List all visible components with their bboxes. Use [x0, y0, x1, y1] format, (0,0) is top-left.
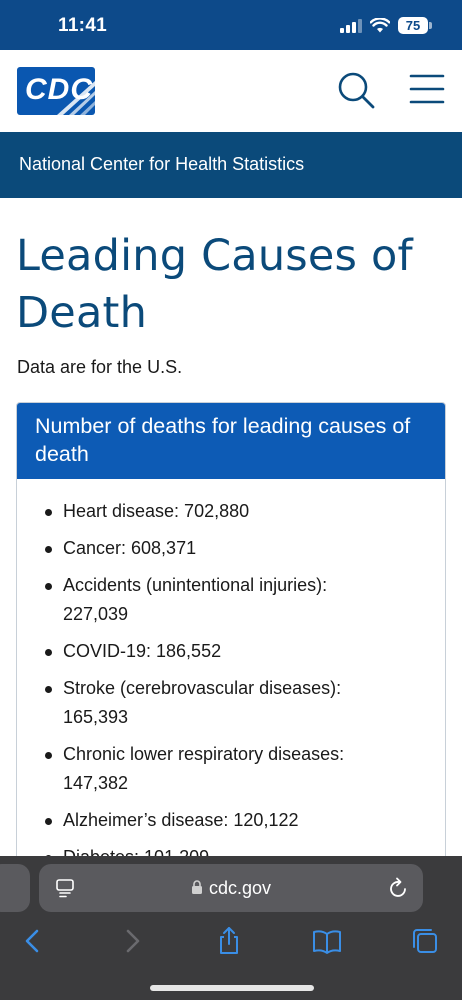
deaths-card: Number of deaths for leading causes of d…: [16, 402, 446, 872]
intro-text: Data are for the U.S.: [17, 357, 183, 377]
browser-toolbar: cdc.gov: [0, 856, 462, 1000]
share-icon[interactable]: [214, 926, 244, 956]
search-icon[interactable]: [336, 70, 376, 110]
status-indicators: 75: [340, 17, 432, 34]
card-title: Number of deaths for leading causes of d…: [35, 414, 411, 466]
bookmarks-icon[interactable]: [312, 926, 342, 956]
status-bar: 11:41 75: [0, 0, 462, 50]
nchs-title[interactable]: National Center for Health Statistics: [19, 154, 305, 174]
logo-text: CDC: [25, 73, 93, 106]
page-title: Leading Causes of Death: [16, 231, 413, 338]
cellular-icon: [340, 18, 362, 33]
list-item: Cancer: 608,371: [45, 534, 385, 563]
home-indicator[interactable]: [150, 985, 314, 991]
list-item: Accidents (unintentional injuries): 227,…: [45, 571, 385, 629]
back-icon[interactable]: [18, 926, 48, 956]
battery-icon: 75: [398, 17, 432, 34]
status-time: 11:41: [58, 15, 108, 36]
url-text: cdc.gov: [208, 878, 272, 898]
tabs-icon[interactable]: [410, 926, 440, 956]
reload-icon[interactable]: [389, 877, 409, 899]
reader-icon[interactable]: [55, 878, 75, 898]
nchs-banner[interactable]: National Center for Health Statistics: [0, 132, 462, 198]
previous-tab-preview[interactable]: [0, 864, 30, 912]
forward-icon[interactable]: [117, 926, 147, 956]
cdc-logo[interactable]: CDC: [17, 67, 95, 115]
list-item: Chronic lower respiratory diseases: 147,…: [45, 740, 385, 798]
menu-icon[interactable]: [409, 72, 445, 106]
list-item: Stroke (cerebrovascular diseases): 165,3…: [45, 674, 385, 732]
causes-list: Heart disease: 702,880 Cancer: 608,371 A…: [17, 479, 445, 871]
site-header: CDC: [0, 50, 462, 132]
wifi-icon: [370, 18, 390, 33]
card-header: Number of deaths for leading causes of d…: [17, 403, 445, 479]
url-display[interactable]: cdc.gov: [39, 878, 423, 899]
lock-icon: [191, 880, 202, 894]
list-item: COVID-19: 186,552: [45, 637, 385, 666]
list-item: Alzheimer’s disease: 120,122: [45, 806, 385, 835]
list-item: Heart disease: 702,880: [45, 497, 385, 526]
address-bar[interactable]: cdc.gov: [39, 864, 423, 912]
